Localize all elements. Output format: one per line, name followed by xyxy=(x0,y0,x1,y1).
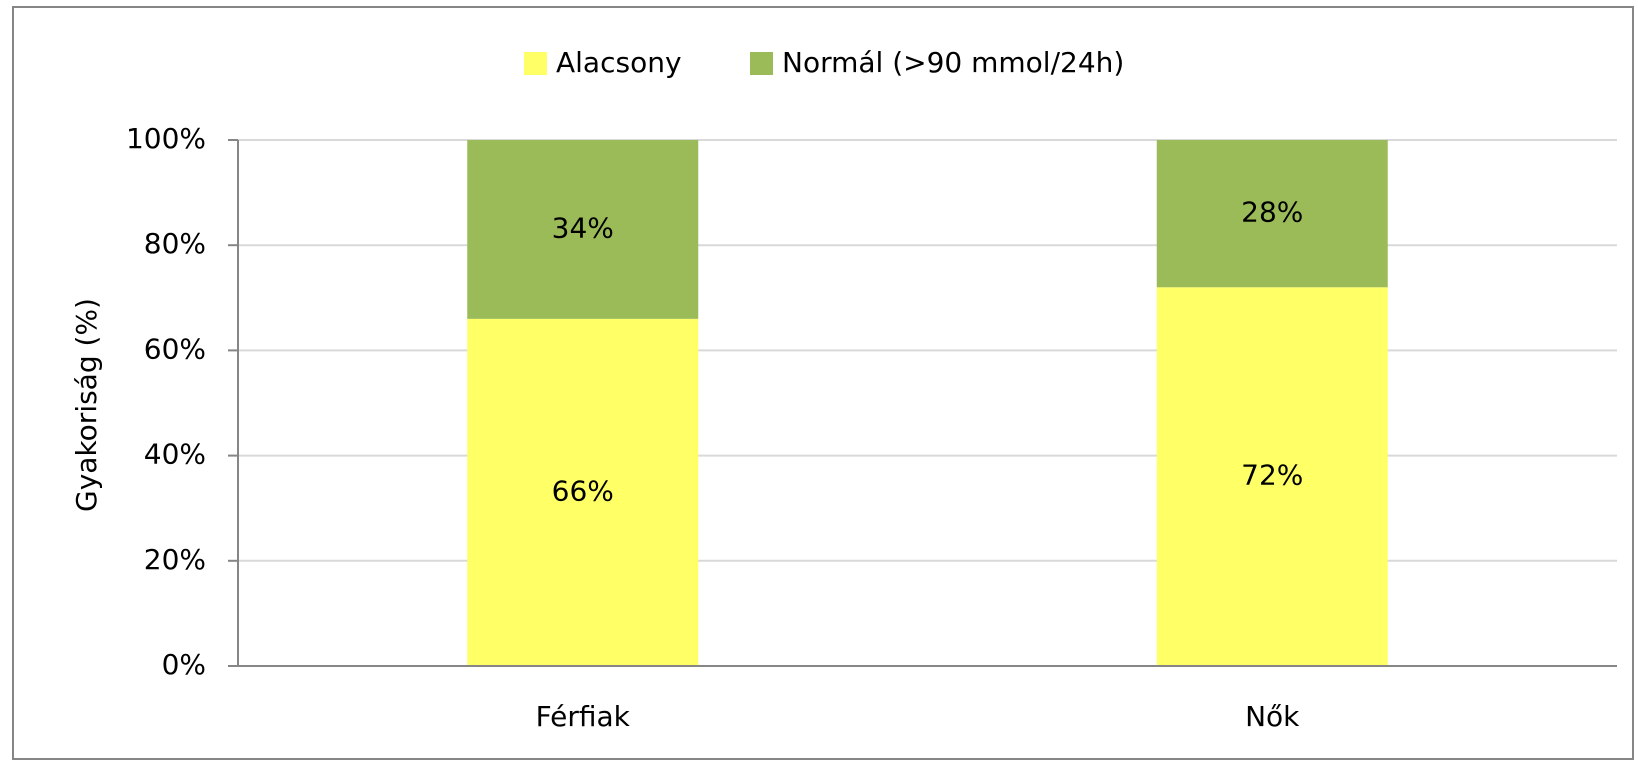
y-tick-label: 40% xyxy=(144,438,206,471)
bar-segment xyxy=(1156,287,1388,666)
data-label: 34% xyxy=(552,211,614,244)
legend-swatch xyxy=(750,52,773,75)
data-label: 72% xyxy=(1241,459,1303,492)
legend-swatch xyxy=(524,52,547,75)
y-tick-label: 100% xyxy=(126,122,206,155)
y-axis-label: Gyakoriság (%) xyxy=(70,298,103,512)
y-tick-label: 60% xyxy=(144,332,206,365)
legend-label: Alacsony xyxy=(556,46,682,79)
data-label: 28% xyxy=(1241,196,1303,229)
legend-label: Normál (>90 mmol/24h) xyxy=(782,46,1124,79)
bar-segment xyxy=(467,318,699,666)
x-tick-label: Férfiak xyxy=(536,700,631,733)
chart-border xyxy=(12,6,1634,760)
y-tick-label: 0% xyxy=(162,648,206,681)
data-label: 66% xyxy=(552,474,614,507)
bar-segment xyxy=(467,140,699,319)
y-tick-label: 80% xyxy=(144,227,206,260)
bar-segment xyxy=(1156,140,1388,288)
x-tick-label: Nők xyxy=(1245,700,1300,733)
y-tick-label: 20% xyxy=(144,543,206,576)
